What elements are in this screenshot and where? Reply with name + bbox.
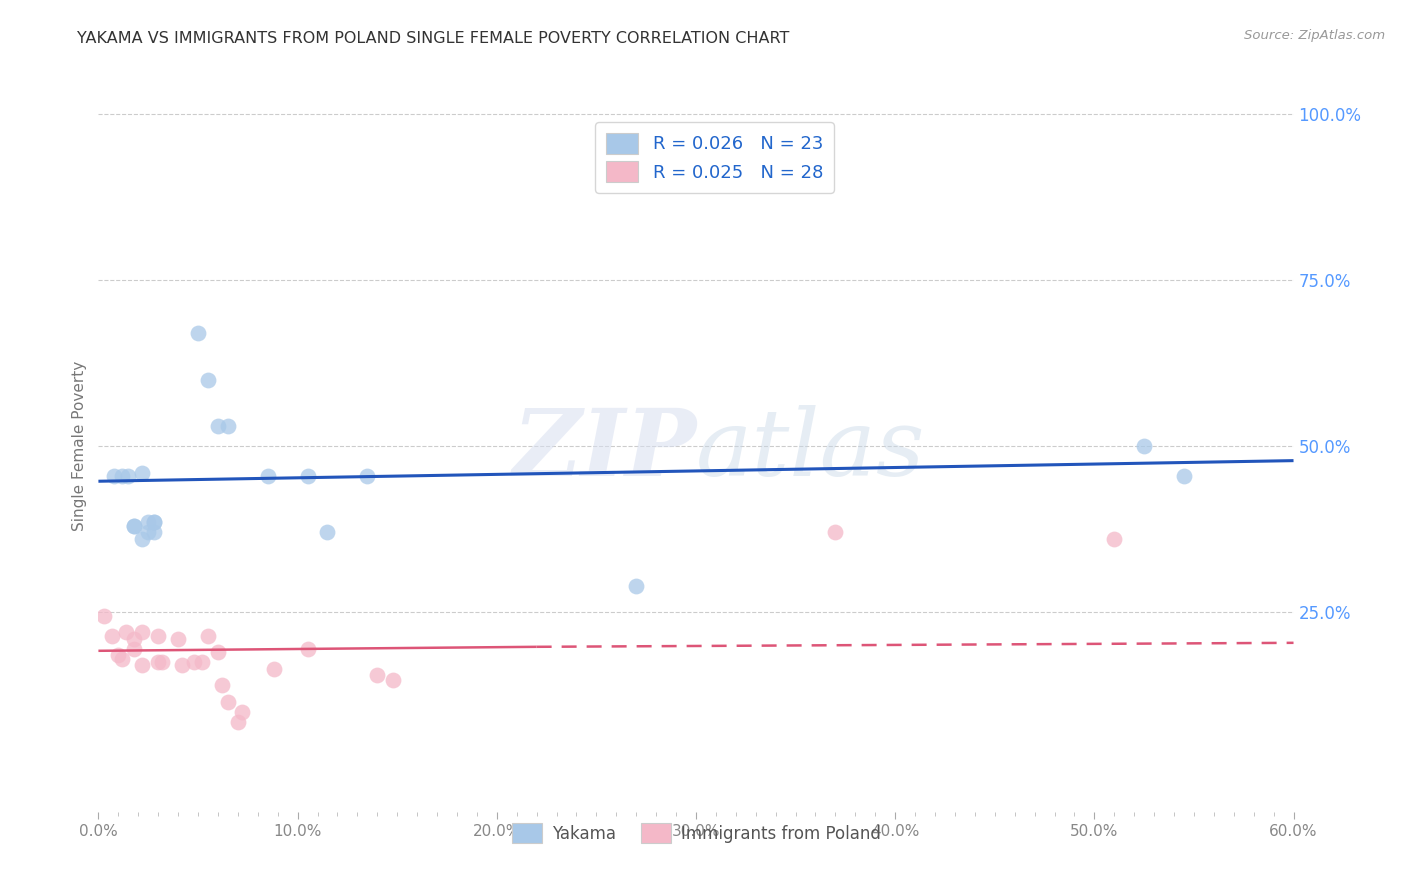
Point xyxy=(124,518,146,533)
Point xyxy=(131,625,153,640)
Point xyxy=(191,655,214,669)
Point xyxy=(217,419,239,434)
Point xyxy=(1104,532,1126,546)
Point xyxy=(366,668,388,682)
Point xyxy=(107,648,129,663)
Point xyxy=(148,655,170,669)
Point xyxy=(143,516,166,530)
Point xyxy=(148,628,170,642)
Point xyxy=(136,516,159,530)
Point xyxy=(131,532,153,546)
Point xyxy=(263,662,285,676)
Legend: Yakama, Immigrants from Poland: Yakama, Immigrants from Poland xyxy=(503,815,889,851)
Point xyxy=(316,525,339,540)
Point xyxy=(382,673,405,687)
Point xyxy=(211,678,233,692)
Point xyxy=(356,469,378,483)
Point xyxy=(197,372,219,386)
Point xyxy=(187,326,209,340)
Point xyxy=(124,518,146,533)
Point xyxy=(217,695,239,709)
Point xyxy=(172,658,194,673)
Point xyxy=(101,628,124,642)
Point xyxy=(117,469,139,483)
Text: YAKAMA VS IMMIGRANTS FROM POLAND SINGLE FEMALE POVERTY CORRELATION CHART: YAKAMA VS IMMIGRANTS FROM POLAND SINGLE … xyxy=(77,31,790,46)
Point xyxy=(124,641,146,656)
Text: ZIP: ZIP xyxy=(512,405,696,495)
Point xyxy=(297,641,319,656)
Point xyxy=(111,652,134,666)
Point xyxy=(626,579,648,593)
Point xyxy=(93,608,115,623)
Text: Source: ZipAtlas.com: Source: ZipAtlas.com xyxy=(1244,29,1385,42)
Point xyxy=(226,714,249,729)
Point xyxy=(143,516,166,530)
Point xyxy=(231,705,253,719)
Point xyxy=(207,645,229,659)
Point xyxy=(111,469,134,483)
Point xyxy=(197,628,219,642)
Point xyxy=(1173,469,1195,483)
Point xyxy=(1133,439,1156,453)
Point xyxy=(256,469,278,483)
Y-axis label: Single Female Poverty: Single Female Poverty xyxy=(72,361,87,531)
Point xyxy=(143,525,166,540)
Point xyxy=(150,655,173,669)
Point xyxy=(131,658,153,673)
Point xyxy=(115,625,138,640)
Point xyxy=(297,469,319,483)
Point xyxy=(207,419,229,434)
Point xyxy=(183,655,205,669)
Point xyxy=(167,632,190,646)
Point xyxy=(136,525,159,540)
Point xyxy=(124,632,146,646)
Point xyxy=(824,525,846,540)
Point xyxy=(103,469,125,483)
Text: atlas: atlas xyxy=(696,405,925,495)
Point xyxy=(131,466,153,480)
